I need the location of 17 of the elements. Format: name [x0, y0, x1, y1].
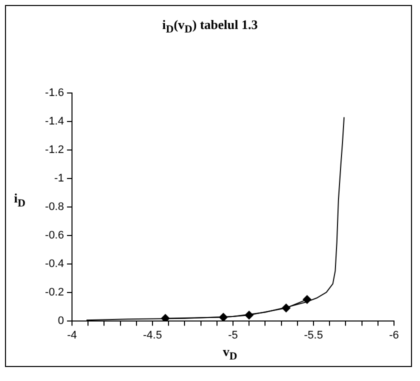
y-axis-title: i$_{D}$ — [14, 190, 26, 210]
y-tick-label: -0.8 — [45, 200, 64, 213]
x-tick-label: -5 — [228, 329, 238, 342]
y-tick-label: 0 — [58, 314, 64, 327]
y-tick-label: -0.4 — [45, 258, 64, 270]
x-tick-label: -5.5 — [304, 329, 323, 342]
x-tick-label: -6 — [389, 329, 399, 342]
y-tick-label: -0.2 — [45, 286, 64, 298]
y-tick-label: -1.6 — [45, 87, 64, 100]
y-tick-label: -1 — [54, 172, 64, 184]
y-tick-label: -1.2 — [45, 144, 64, 156]
y-tick-label: -0.6 — [45, 229, 64, 242]
x-axis-title: v$_{D}$ — [222, 344, 238, 363]
x-tick-label: -4.5 — [143, 329, 162, 342]
chart-title: i$_{D}$(v$_{D}$) tabelul 1.3 — [161, 17, 259, 36]
x-tick-label: -4 — [67, 329, 77, 342]
y-tick-label: -1.4 — [45, 116, 64, 128]
